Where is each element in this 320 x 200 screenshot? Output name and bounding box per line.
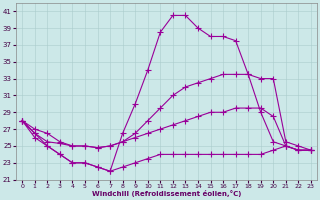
- X-axis label: Windchill (Refroidissement éolien,°C): Windchill (Refroidissement éolien,°C): [92, 190, 241, 197]
